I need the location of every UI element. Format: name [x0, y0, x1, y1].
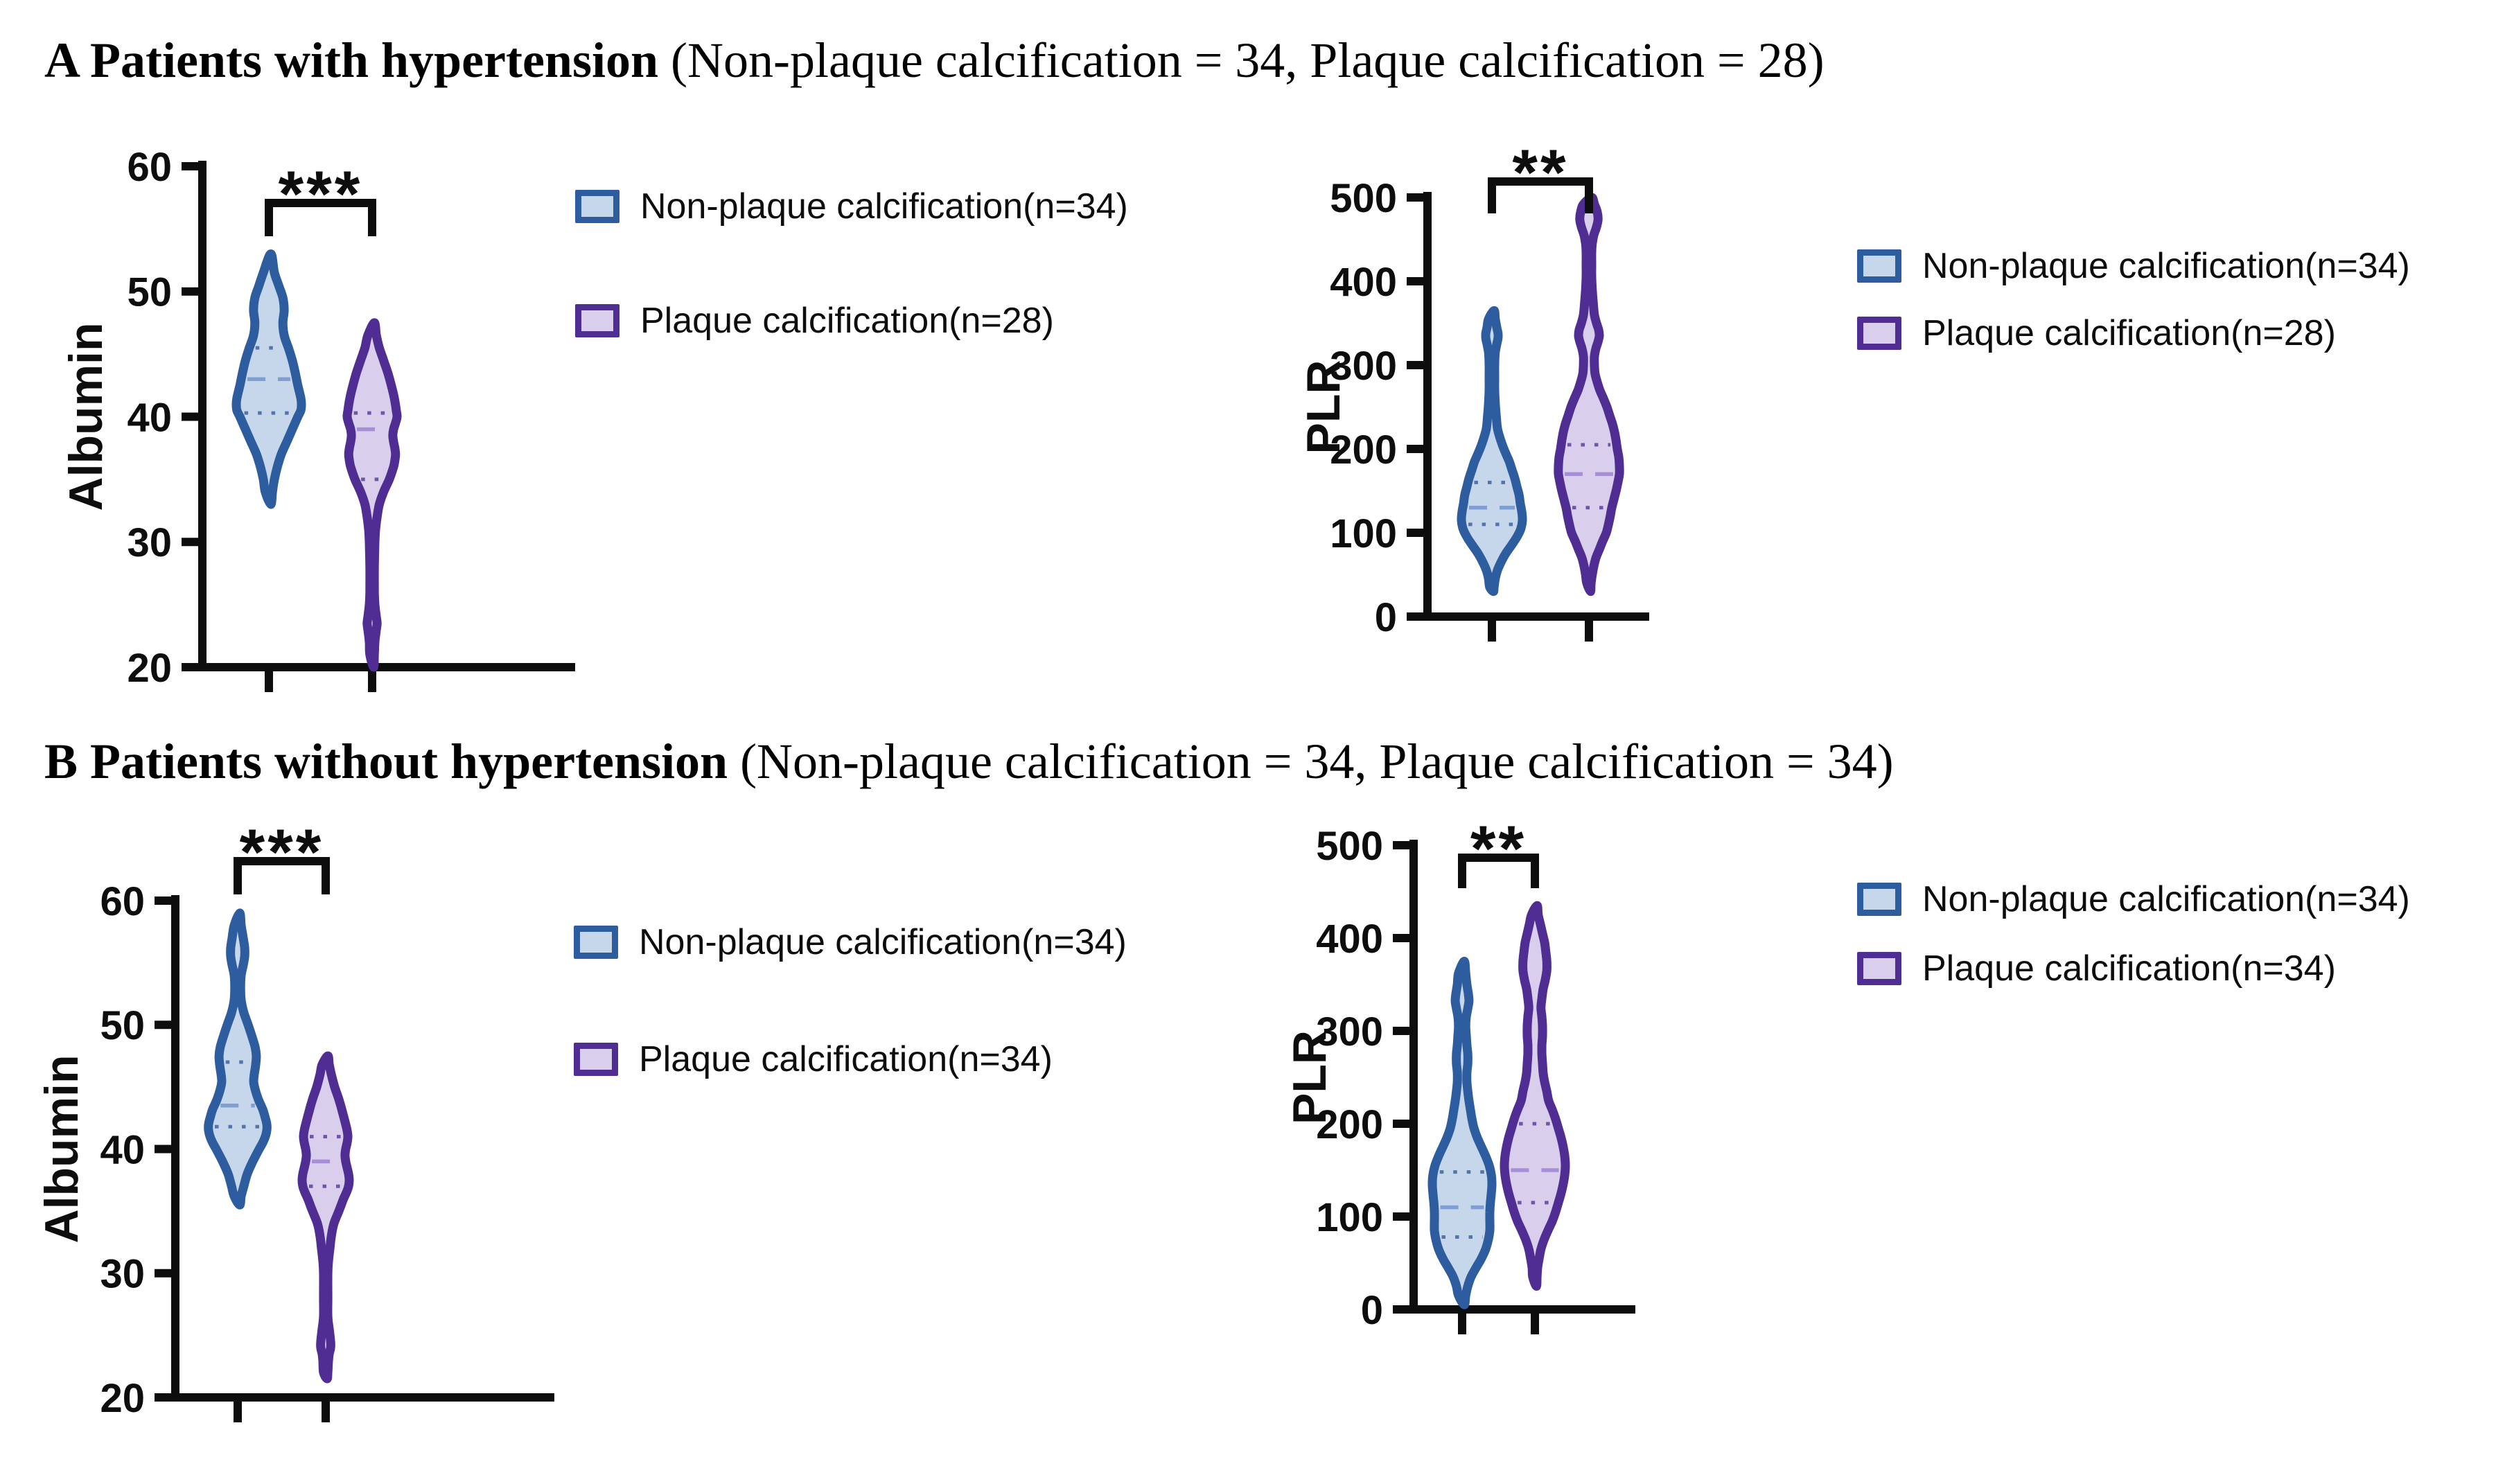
violin-plaque [297, 1051, 354, 1384]
legend-swatch-nonplaque [1857, 883, 1901, 916]
legend-item: Non-plaque calcification(n=34) [1857, 245, 2410, 287]
violin-plaque [1500, 901, 1570, 1291]
y-tick-label: 60 [100, 879, 145, 924]
y-tick-label: 400 [1316, 917, 1383, 962]
y-axis-label: PLR [1283, 1030, 1336, 1124]
y-tick-label: 0 [1375, 595, 1397, 640]
y-tick-label: 20 [100, 1376, 145, 1421]
violin-nonplaque [231, 249, 306, 509]
y-tick-label: 100 [1330, 511, 1397, 556]
significance-stars: *** [240, 815, 324, 888]
significance-bracket [1458, 854, 1539, 888]
violin-chart-b-albumin: 20 30 40 50 60 Albumin *** [35, 815, 554, 1422]
y-tick-label: 40 [127, 395, 172, 440]
panel-b-title-counts: (Non-plaque calcification = 34, Plaque c… [728, 734, 1894, 789]
violin-chart-a-plr: 0 100 200 300 400 500 PLR ** [1297, 136, 1649, 642]
y-tick-label: 400 [1330, 260, 1397, 305]
legend-swatch-plaque [1857, 952, 1901, 985]
significance-stars: ** [1470, 812, 1527, 885]
legend-label: Non-plaque calcification(n=34) [639, 922, 1127, 962]
panel-b-title: B Patients without hypertension (Non-pla… [44, 733, 1894, 790]
legend-item: Plaque calcification(n=34) [574, 1039, 1127, 1080]
legend-label: Plaque calcification(n=28) [640, 301, 1054, 341]
y-tick-label: 30 [100, 1252, 145, 1297]
legend-item: Non-plaque calcification(n=34) [574, 921, 1127, 963]
y-axis-label: Albumin [35, 1055, 88, 1244]
panel-a-title: A Patients with hypertension (Non-plaque… [44, 32, 1825, 89]
y-tick-label: 20 [127, 646, 172, 691]
legend-swatch-plaque [1857, 317, 1901, 350]
panel-a-title-bold: A Patients with hypertension [44, 33, 659, 88]
y-tick-label: 40 [100, 1127, 145, 1172]
legend-label: Plaque calcification(n=28) [1922, 313, 2336, 353]
violin-nonplaque [1427, 957, 1497, 1309]
violin-chart-a-albumin: 20 30 40 50 60 Albumin *** [60, 145, 575, 692]
legend-a-albumin: Non-plaque calcification(n=34) Plaque cal… [575, 186, 1128, 342]
legend-item: Non-plaque calcification(n=34) [1857, 878, 2410, 920]
legend-b-plr: Non-plaque calcification(n=34) Plaque cal… [1857, 878, 2410, 989]
y-axis-label: Albumin [60, 323, 112, 511]
y-tick-label: 100 [1316, 1195, 1383, 1240]
legend-label: Non-plaque calcification(n=34) [640, 186, 1128, 227]
y-tick-label: 30 [127, 520, 172, 565]
y-tick-label: 300 [1330, 344, 1397, 389]
y-tick-label: 200 [1316, 1102, 1383, 1147]
panel-b-title-bold: B Patients without hypertension [44, 734, 728, 789]
significance-stars: ** [1512, 136, 1568, 209]
legend-label: Non-plaque calcification(n=34) [1922, 879, 2410, 919]
y-tick-label: 50 [127, 270, 172, 315]
legend-swatch-plaque [574, 1043, 618, 1076]
violin-plaque [342, 318, 402, 672]
violin-nonplaque [204, 908, 272, 1210]
y-tick-label: 60 [127, 145, 172, 190]
legend-label: Plaque calcification(n=34) [1922, 948, 2336, 989]
significance-stars: *** [279, 157, 363, 230]
y-tick-label: 200 [1330, 427, 1397, 472]
significance-bracket [234, 857, 330, 894]
significance-bracket [1488, 177, 1593, 213]
legend-item: Plaque calcification(n=28) [575, 300, 1128, 342]
significance-bracket [265, 199, 376, 236]
legend-swatch-nonplaque [574, 926, 618, 959]
legend-item: Non-plaque calcification(n=34) [575, 186, 1128, 227]
legend-swatch-plaque [575, 304, 619, 337]
legend-b-albumin: Non-plaque calcification(n=34) Plaque cal… [574, 921, 1127, 1080]
violin-chart-b-plr: 0 100 200 300 400 500 PLR ** [1283, 812, 1635, 1334]
y-tick-label: 500 [1330, 176, 1397, 221]
legend-label: Non-plaque calcification(n=34) [1922, 246, 2410, 286]
y-tick-label: 0 [1361, 1288, 1383, 1333]
violin-plaque [1554, 193, 1624, 597]
y-tick-label: 50 [100, 1003, 145, 1048]
legend-swatch-nonplaque [1857, 249, 1901, 283]
y-axis-label: PLR [1297, 360, 1350, 454]
violin-nonplaque [1457, 306, 1527, 597]
legend-item: Plaque calcification(n=34) [1857, 948, 2410, 989]
legend-a-plr: Non-plaque calcification(n=34) Plaque cal… [1857, 245, 2410, 354]
panel-a-title-counts: (Non-plaque calcification = 34, Plaque c… [658, 33, 1825, 88]
legend-swatch-nonplaque [575, 190, 619, 223]
legend-label: Plaque calcification(n=34) [639, 1039, 1053, 1079]
y-tick-label: 500 [1316, 824, 1383, 869]
legend-item: Plaque calcification(n=28) [1857, 312, 2410, 354]
y-tick-label: 300 [1316, 1009, 1383, 1054]
